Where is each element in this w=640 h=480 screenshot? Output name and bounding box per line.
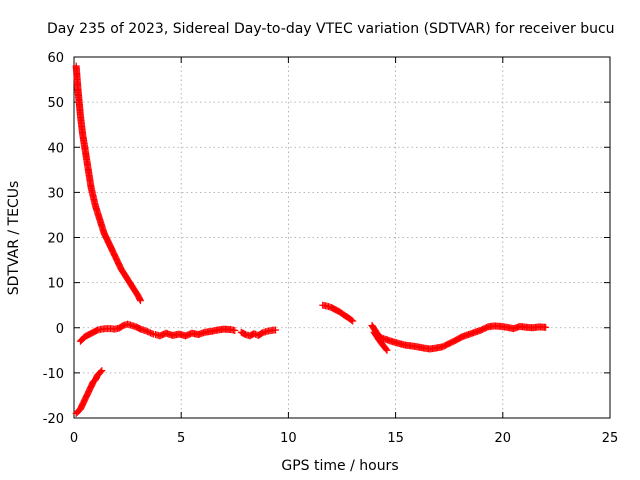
series-near-zero-3 xyxy=(237,326,280,340)
data-point xyxy=(148,329,156,337)
chart-title: Day 235 of 2023, Sidereal Day-to-day VTE… xyxy=(47,21,615,37)
data-point xyxy=(97,368,105,376)
series-segment-14-22h xyxy=(368,321,550,353)
y-tick-label: -20 xyxy=(43,412,64,427)
y-tick-label: 10 xyxy=(47,277,64,292)
data-point xyxy=(349,317,357,325)
series-near-zero-1 xyxy=(76,320,157,345)
data-point xyxy=(98,367,106,375)
data-point xyxy=(382,345,390,353)
data-point xyxy=(231,326,239,334)
series-near-zero-2 xyxy=(151,325,239,340)
data-point xyxy=(348,316,356,324)
data-point xyxy=(542,323,550,331)
series-segment-12h xyxy=(319,301,357,325)
series-lower-arc xyxy=(72,367,106,417)
y-tick-label: 20 xyxy=(47,232,64,247)
data-point xyxy=(383,346,391,354)
data-point xyxy=(272,326,280,334)
x-tick-label: 15 xyxy=(387,431,404,446)
series-upper-arc xyxy=(72,62,144,305)
y-tick-label: 50 xyxy=(47,96,64,111)
tick-layer xyxy=(73,56,611,419)
y-tick-labels: -20 -10 0 10 20 30 40 50 60 xyxy=(43,51,64,427)
x-axis-title: GPS time / hours xyxy=(281,458,398,474)
x-tick-label: 25 xyxy=(602,431,619,446)
y-tick-label: -10 xyxy=(43,367,64,382)
series-segment-14-23h-branch xyxy=(370,328,391,354)
y-tick-label: 0 xyxy=(56,322,64,337)
data-points xyxy=(72,62,550,417)
x-tick-label: 20 xyxy=(495,431,512,446)
x-tick-labels: 0 5 10 15 20 25 xyxy=(70,431,618,446)
x-tick-label: 5 xyxy=(177,431,185,446)
x-tick-label: 0 xyxy=(70,431,78,446)
y-tick-label: 30 xyxy=(47,186,64,201)
y-tick-label: 40 xyxy=(47,141,64,156)
y-axis-title: SDTVAR / TECUs xyxy=(6,181,22,296)
data-point xyxy=(136,297,144,305)
grid-layer xyxy=(74,57,610,418)
y-tick-label: 60 xyxy=(47,51,64,66)
x-tick-label: 10 xyxy=(280,431,297,446)
